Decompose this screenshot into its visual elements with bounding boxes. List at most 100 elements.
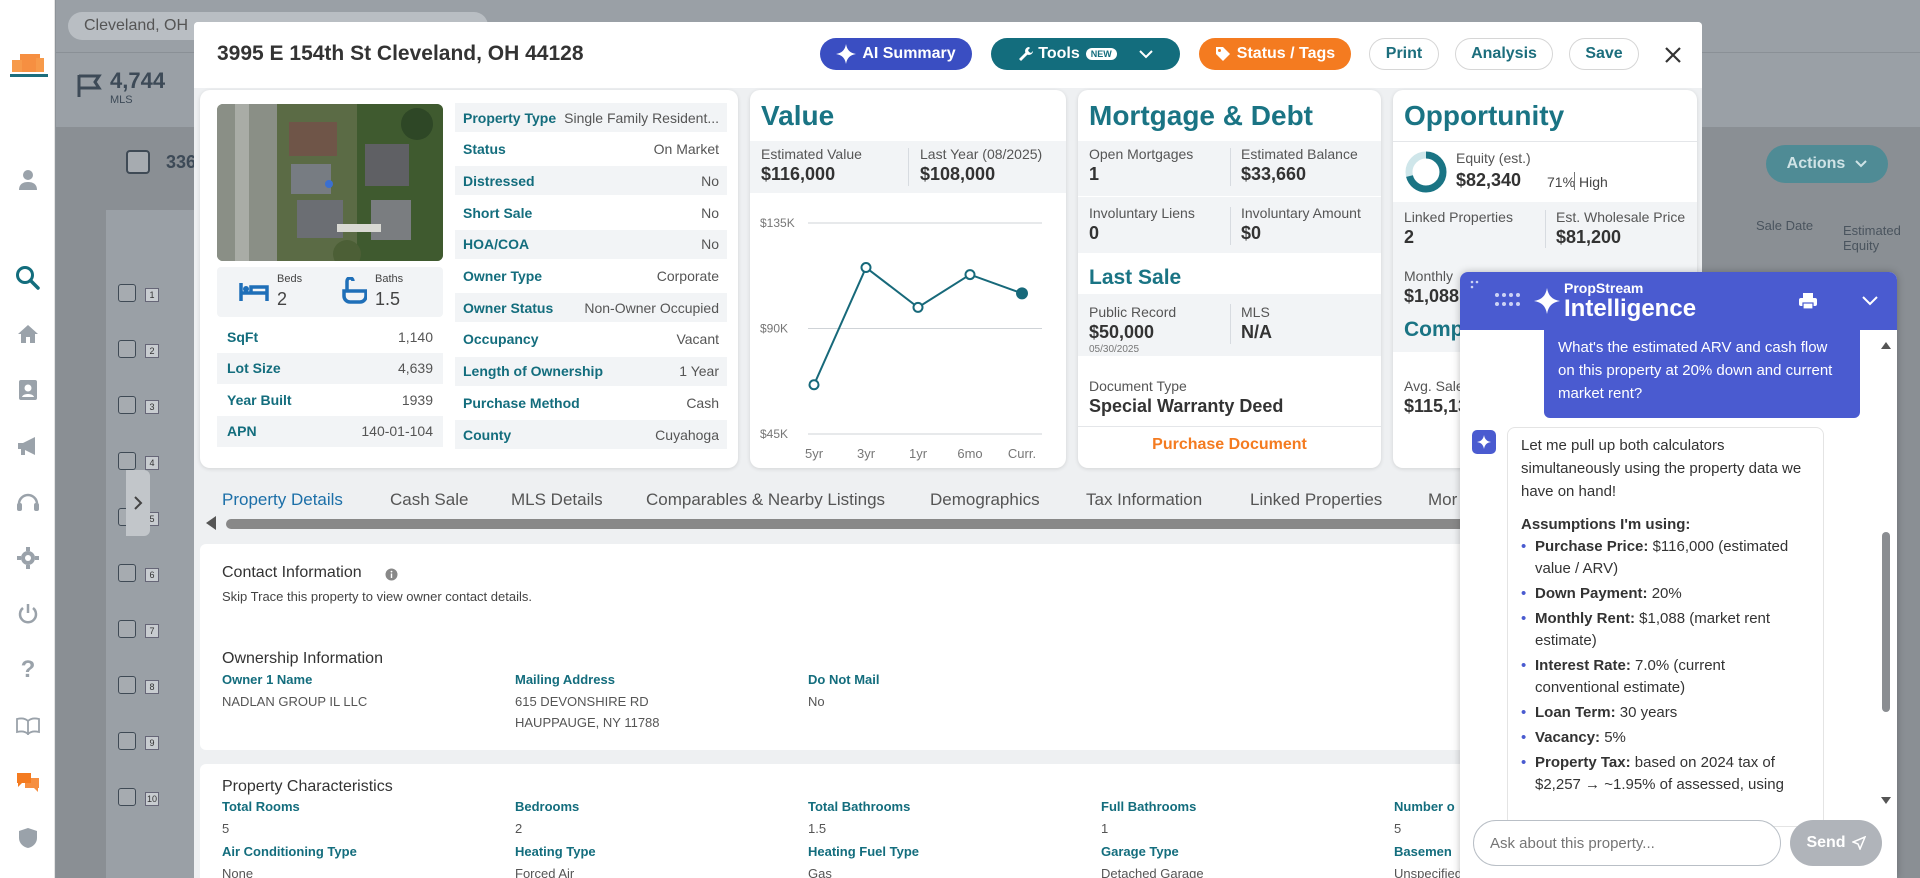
property-attribute-row: Occupancy Vacant [455,325,727,355]
ownership-information-section: Ownership Information Owner 1 Name NADLA… [200,632,1698,750]
x-tick-label: 1yr [909,446,928,461]
attribute-value: No [701,236,719,253]
property-attribute-row: Length of Ownership 1 Year [455,356,727,387]
ai-summary-button[interactable]: AI Summary [820,38,972,70]
value-title: Value [761,100,835,131]
row-checkbox[interactable] [118,340,136,358]
assumption-label: Purchase Price: [1535,538,1649,555]
modal-header: 3995 E 154th St Cleveland, OH 44128 AI S… [194,22,1702,88]
search-icon[interactable] [14,264,42,292]
book-icon[interactable] [14,712,42,740]
select-all-checkbox[interactable] [126,150,150,174]
value-point[interactable] [964,269,976,281]
document-type-label: Document Type [1089,378,1187,394]
property-aerial-photo[interactable] [217,104,443,261]
equity-value: $82,340 [1456,170,1522,190]
characteristic-value: 1 [1101,821,1109,836]
app-logo[interactable] [6,52,50,84]
owner-name-label: Owner 1 Name [222,672,313,687]
shield-icon[interactable] [14,824,42,852]
row-checkbox[interactable] [118,396,136,414]
user-icon[interactable] [14,166,42,194]
tools-button[interactable]: Tools NEW [991,38,1180,70]
tabs-scroll-left[interactable] [206,516,216,530]
resize-handle-icon[interactable] [1470,280,1484,294]
tab-mor[interactable]: Mor [1428,490,1458,509]
property-attribute-row: HOA/COA No [455,229,727,260]
row-checkbox[interactable] [118,284,136,302]
headset-icon[interactable] [14,488,42,516]
assumption-value: 20% [1651,585,1682,602]
row-number: 2 [145,344,159,358]
close-icon[interactable] [1660,42,1686,68]
analysis-button[interactable]: Analysis [1455,38,1553,70]
megaphone-icon[interactable] [14,432,42,460]
purchase-document-link[interactable]: Purchase Document [1152,436,1307,453]
gear-icon[interactable] [14,544,42,572]
info-icon[interactable] [385,568,398,581]
print-button[interactable]: Print [1369,38,1439,70]
row-checkbox[interactable] [118,676,136,694]
user-message: What's the estimated ARV and cash flow o… [1544,330,1860,418]
value-point[interactable] [1016,287,1028,300]
actions-button[interactable]: Actions [1766,145,1888,183]
ownership-title: Ownership Information [222,650,383,667]
contacts-icon[interactable] [14,376,42,404]
last-year-value: $108,000 [920,164,996,184]
power-icon[interactable] [14,600,42,628]
do-not-mail-label: Do Not Mail [808,672,880,687]
row-number: 8 [145,680,159,694]
tab-cash-sale[interactable]: Cash Sale [390,490,469,509]
value-series-line [813,265,1023,386]
open-mortgages-label: Open Mortgages [1089,146,1194,162]
involuntary-liens-label: Involuntary Liens [1089,205,1195,221]
collapse-chevron-icon[interactable] [1862,296,1878,306]
tab-mls-details[interactable]: MLS Details [511,490,603,509]
chat-icon[interactable] [14,768,42,796]
attribute-value: Corporate [656,268,719,284]
row-checkbox[interactable] [118,788,136,806]
value-point[interactable] [808,379,820,391]
property-attribute-row: Owner Status Non-Owner Occupied [455,293,727,324]
value-point[interactable] [912,301,924,313]
property-attribute-row: Short Sale No [455,198,727,229]
sidebar-expand-button[interactable] [126,470,150,536]
involuntary-liens-value: 0 [1089,223,1100,243]
print-icon[interactable] [1798,292,1818,310]
avg-sale-label: Avg. Sale [1404,378,1464,394]
tab-demographics[interactable]: Demographics [930,490,1040,509]
opportunity-title: Opportunity [1404,100,1565,131]
send-button[interactable]: Send [1790,820,1882,866]
row-checkbox[interactable] [118,732,136,750]
property-attribute-row: Distressed No [455,166,727,197]
mailing-address-label: Mailing Address [515,672,615,687]
estimated-balance-value: $33,660 [1241,164,1307,184]
attribute-value: No [701,172,719,189]
save-button[interactable]: Save [1569,38,1639,70]
row-checkbox[interactable] [118,452,136,470]
characteristic-label: Garage Type [1101,844,1179,859]
attribute-label: Distressed [463,172,535,189]
tab-comparables-nearby-listings[interactable]: Comparables & Nearby Listings [646,490,886,509]
help-icon[interactable]: ? [20,656,36,683]
tabs-scrollbar[interactable] [226,519,1526,529]
attribute-value: Non-Owner Occupied [584,299,719,316]
equity-level: High [1579,174,1608,190]
last-year-label: Last Year (08/2025) [920,146,1043,162]
tab-linked-properties[interactable]: Linked Properties [1250,490,1383,509]
chat-input[interactable] [1473,820,1781,866]
tab-property-details[interactable]: Property Details [222,490,343,509]
assumption-item: Purchase Price: $116,000 (estimated valu… [1521,536,1810,580]
assumption-label: Loan Term: [1535,704,1616,721]
home-icon[interactable] [14,320,42,348]
row-checkbox[interactable] [118,620,136,638]
tab-tax-information[interactable]: Tax Information [1086,490,1203,509]
chat-scrollbar[interactable] [1879,338,1893,808]
row-checkbox[interactable] [118,564,136,582]
drag-handle-icon[interactable] [1494,290,1522,310]
row-number: 6 [145,568,159,582]
left-rail: ? [0,0,55,878]
property-stat-row: Lot Size 4,639 [217,352,443,384]
status-tags-button[interactable]: Status / Tags [1199,38,1351,70]
value-point[interactable] [860,262,872,274]
